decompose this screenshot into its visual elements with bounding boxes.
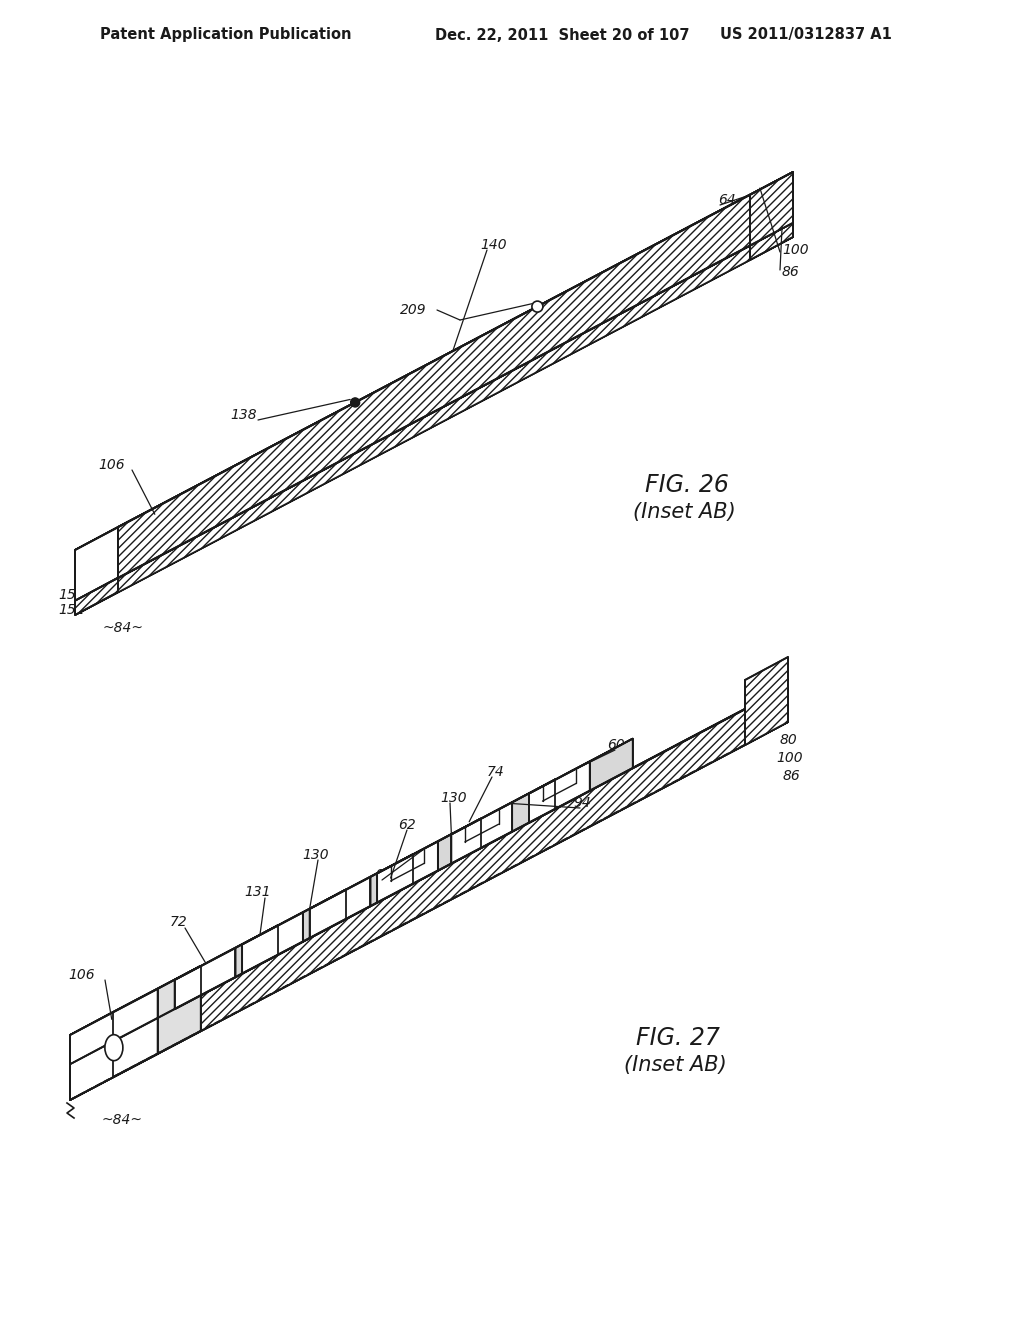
Text: Dec. 22, 2011  Sheet 20 of 107: Dec. 22, 2011 Sheet 20 of 107 [435,28,689,42]
Polygon shape [70,709,745,1100]
Polygon shape [75,527,118,601]
Polygon shape [371,854,414,907]
Polygon shape [452,780,555,834]
Text: 60: 60 [607,738,625,752]
Polygon shape [309,876,371,939]
Polygon shape [70,722,788,1100]
Text: 138: 138 [230,408,257,422]
Text: 151: 151 [58,603,85,616]
Polygon shape [158,966,201,1053]
Text: 140: 140 [480,238,507,252]
Polygon shape [113,966,201,1077]
Polygon shape [118,172,793,578]
Polygon shape [75,578,118,615]
Polygon shape [70,966,201,1035]
Text: 130: 130 [440,791,467,805]
Polygon shape [745,657,788,744]
Text: 94: 94 [573,796,591,810]
Text: (Inset AB): (Inset AB) [633,502,736,521]
Text: 62: 62 [398,818,416,832]
Polygon shape [75,238,793,615]
Text: Patent Application Publication: Patent Application Publication [100,28,351,42]
Polygon shape [590,739,633,791]
Circle shape [350,397,359,407]
Polygon shape [745,686,788,744]
Text: 94: 94 [375,869,393,882]
Polygon shape [236,925,279,977]
Text: 80: 80 [780,733,798,747]
Polygon shape [70,989,158,1100]
Text: (Inset AB): (Inset AB) [624,1055,727,1074]
Text: ~84~: ~84~ [103,620,144,635]
Text: 209: 209 [400,304,427,317]
Polygon shape [242,912,303,974]
Polygon shape [750,172,793,246]
Text: 100: 100 [776,751,803,766]
Text: 72: 72 [170,915,187,929]
Text: 64: 64 [718,193,736,207]
Polygon shape [750,223,793,260]
Text: FIG. 26: FIG. 26 [645,473,729,498]
Polygon shape [75,172,793,550]
Circle shape [351,399,359,407]
Polygon shape [452,803,512,863]
Text: 106: 106 [68,968,94,982]
Text: FIG. 27: FIG. 27 [636,1026,720,1049]
Polygon shape [377,818,481,874]
Text: 74: 74 [487,766,505,779]
Polygon shape [438,818,481,871]
Polygon shape [529,739,633,793]
Text: US 2011/0312837 A1: US 2011/0312837 A1 [720,28,892,42]
Polygon shape [175,948,236,1010]
Polygon shape [242,890,346,945]
Text: ~84~: ~84~ [102,1113,143,1127]
Text: 106: 106 [98,458,125,473]
Polygon shape [75,195,750,601]
Text: 131: 131 [244,884,270,899]
Polygon shape [377,842,438,903]
Circle shape [531,301,543,312]
Polygon shape [303,890,346,941]
Ellipse shape [104,1035,123,1061]
Text: 100: 100 [782,243,809,257]
Text: 130: 130 [302,847,329,862]
Polygon shape [512,780,555,832]
Text: 150: 150 [58,587,85,602]
Polygon shape [70,1012,113,1100]
Polygon shape [118,223,793,591]
Polygon shape [75,246,750,615]
Polygon shape [75,223,793,601]
Text: 86: 86 [782,265,800,279]
Polygon shape [113,686,788,1077]
Polygon shape [529,762,590,822]
Polygon shape [309,854,414,909]
Polygon shape [118,172,793,578]
Text: 86: 86 [783,770,801,783]
Polygon shape [70,686,788,1064]
Polygon shape [175,925,279,979]
